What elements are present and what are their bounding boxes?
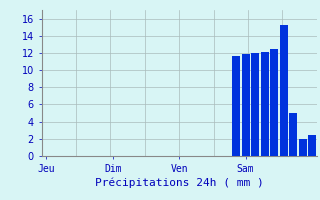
Bar (270, 49, 278, 156)
Bar (232, 56, 240, 156)
Bar (280, 25, 288, 156)
Bar (299, 139, 307, 156)
Bar (242, 54, 250, 156)
Bar (251, 53, 259, 156)
Bar (260, 52, 269, 156)
X-axis label: Précipitations 24h ( mm ): Précipitations 24h ( mm ) (95, 178, 264, 188)
Bar (289, 113, 297, 156)
Bar (308, 135, 316, 156)
